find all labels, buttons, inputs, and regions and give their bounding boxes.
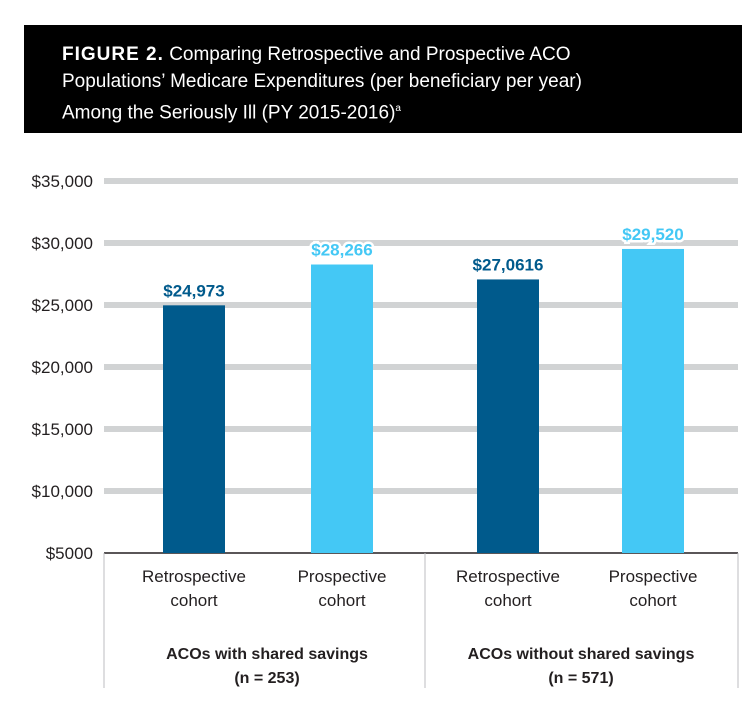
category-label: cohort [318, 591, 366, 610]
group-label: ACOs without shared savings [468, 646, 695, 663]
y-tick-label: $10,000 [32, 482, 93, 501]
data-label: $28,266 [311, 241, 372, 260]
group-label: (n = 253) [234, 670, 299, 687]
bar [477, 279, 539, 553]
y-tick-label: $25,000 [32, 296, 93, 315]
category-label: Retrospective [456, 567, 560, 586]
category-label: cohort [484, 591, 532, 610]
y-tick-label: $5000 [46, 544, 93, 563]
y-tick-label: $35,000 [32, 172, 93, 191]
data-label: $29,520 [622, 225, 683, 244]
category-label: cohort [170, 591, 218, 610]
category-label: Retrospective [142, 567, 246, 586]
data-label: $27,0616 [473, 255, 544, 274]
bar [622, 248, 684, 553]
data-label: $24,973 [163, 281, 224, 300]
title-line-2: Populations’ Medicare Expenditures (per … [62, 71, 582, 92]
group-label: (n = 571) [548, 670, 613, 687]
bar [163, 305, 225, 553]
category-label: Prospective [609, 567, 698, 586]
y-tick-label: $15,000 [32, 420, 93, 439]
bar [311, 264, 373, 553]
figure-number: FIGURE 2. [62, 44, 164, 65]
title-footnote-mark: a [395, 103, 401, 114]
title-line-3: Among the Seriously Ill (PY 2015-2016) [62, 102, 396, 124]
y-tick-label: $30,000 [32, 234, 93, 253]
y-tick-label: $20,000 [32, 358, 93, 377]
group-label: ACOs with shared savings [166, 646, 368, 663]
category-label: cohort [629, 591, 677, 610]
figure-title: FIGURE 2. Comparing Retrospective and Pr… [24, 25, 742, 133]
category-label: Prospective [298, 567, 387, 586]
title-line-1: Comparing Retrospective and Prospective … [169, 44, 571, 65]
